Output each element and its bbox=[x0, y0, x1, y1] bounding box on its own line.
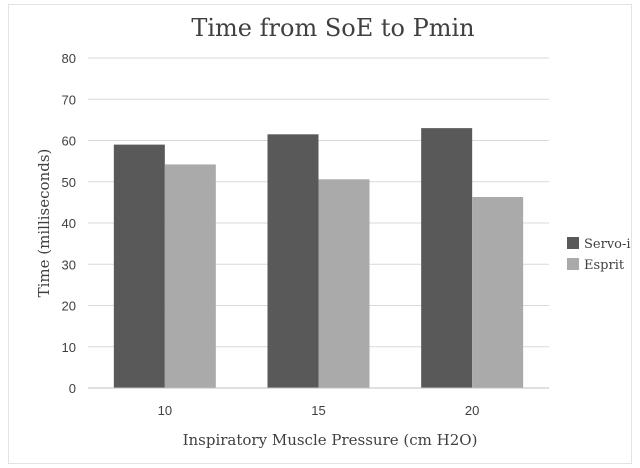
y-tick-label: 50 bbox=[62, 175, 76, 190]
y-tick-label: 10 bbox=[62, 340, 76, 355]
legend-label: Servo-i bbox=[584, 237, 631, 252]
bar-esprit-10 bbox=[164, 164, 216, 388]
bar-esprit-15 bbox=[318, 179, 370, 388]
y-tick-label: 60 bbox=[62, 134, 76, 149]
chart-title: Time from SoE to Pmin bbox=[191, 14, 474, 42]
x-tick-label: 15 bbox=[311, 403, 325, 418]
y-tick-label: 0 bbox=[69, 381, 76, 396]
y-tick-label: 40 bbox=[62, 216, 76, 231]
bar-servo-i-15 bbox=[267, 134, 319, 388]
bar-servo-i-20 bbox=[421, 128, 473, 388]
x-axis-ticks: 10 15 20 bbox=[158, 403, 480, 418]
y-axis-label: Time (milliseconds) bbox=[35, 149, 53, 298]
y-tick-label: 80 bbox=[62, 51, 76, 66]
x-tick-label: 20 bbox=[465, 403, 479, 418]
legend: Servo-i Esprit bbox=[567, 237, 631, 273]
x-axis-label: Inspiratory Muscle Pressure (cm H2O) bbox=[183, 431, 478, 449]
y-tick-label: 70 bbox=[62, 92, 76, 107]
y-tick-label: 20 bbox=[62, 299, 76, 314]
y-tick-label: 30 bbox=[62, 257, 76, 272]
legend-label: Esprit bbox=[584, 258, 625, 273]
x-tick-label: 10 bbox=[158, 403, 172, 418]
legend-swatch bbox=[567, 237, 579, 249]
bar-esprit-20 bbox=[472, 197, 524, 388]
bars bbox=[113, 128, 524, 388]
bar-servo-i-10 bbox=[113, 144, 165, 388]
legend-swatch bbox=[567, 258, 579, 270]
y-axis-ticks: 0 10 20 30 40 50 60 70 80 bbox=[62, 51, 76, 396]
